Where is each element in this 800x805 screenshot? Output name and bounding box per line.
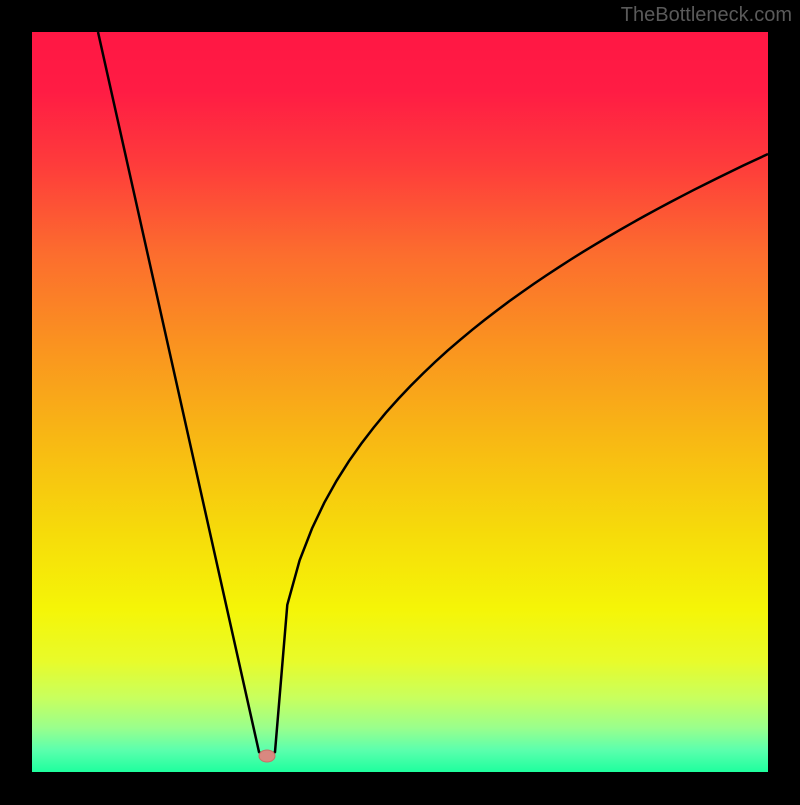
chart-svg xyxy=(0,0,800,800)
optimum-marker xyxy=(259,750,275,762)
chart-gradient-background xyxy=(32,32,768,772)
bottleneck-chart xyxy=(0,0,800,800)
watermark-text: TheBottleneck.com xyxy=(621,4,792,27)
